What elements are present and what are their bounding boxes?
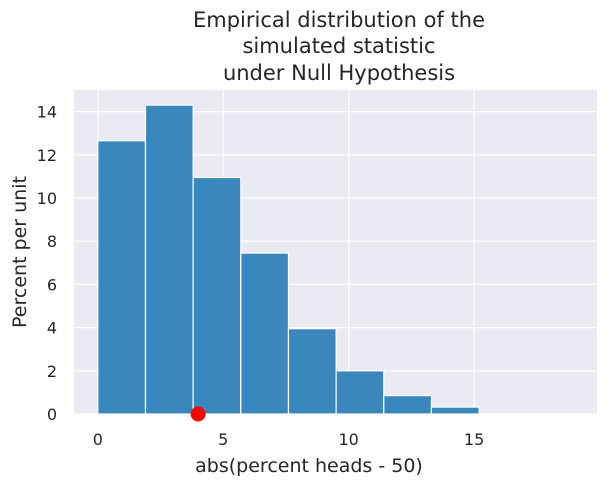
histogram-bar-3	[192, 176, 242, 415]
y-tick-label: 6	[47, 275, 57, 294]
y-tick-label: 10	[37, 189, 57, 208]
y-tick-label: 2	[47, 362, 57, 381]
x-tick-label: 5	[218, 430, 228, 449]
chart-title-line-1: Empirical distribution of the	[193, 8, 485, 32]
y-tick-label: 8	[47, 232, 57, 251]
y-tick-label: 14	[37, 103, 57, 122]
x-tick-label: 15	[464, 430, 484, 449]
chart-title: Empirical distribution of the simulated …	[193, 8, 485, 85]
histogram-bar-1	[97, 140, 147, 415]
x-axis-ticks: 0 5 10 15	[93, 430, 485, 449]
y-tick-label: 0	[47, 405, 57, 424]
y-tick-label: 12	[37, 146, 57, 165]
histogram-bar-4	[240, 252, 290, 415]
x-tick-label: 10	[338, 430, 358, 449]
observed-statistic-point	[190, 406, 206, 422]
histogram-bar-2	[144, 104, 194, 415]
chart-title-line-2: simulated statistic	[242, 34, 435, 58]
histogram-bar-5	[287, 328, 337, 415]
histogram-bars	[97, 104, 480, 415]
histogram-bar-8	[430, 406, 480, 415]
y-tick-label: 4	[47, 319, 57, 338]
x-tick-label: 0	[93, 430, 103, 449]
x-axis-label: abs(percent heads - 50)	[195, 455, 423, 477]
histogram-bar-7	[383, 395, 433, 415]
histogram-bar-6	[335, 370, 385, 415]
chart-title-line-3: under Null Hypothesis	[223, 61, 455, 85]
y-axis-label: Percent per unit	[9, 176, 31, 328]
observed-statistic-marker	[190, 406, 206, 422]
y-axis-ticks: 0 2 4 6 8 10 12 14	[37, 103, 57, 424]
